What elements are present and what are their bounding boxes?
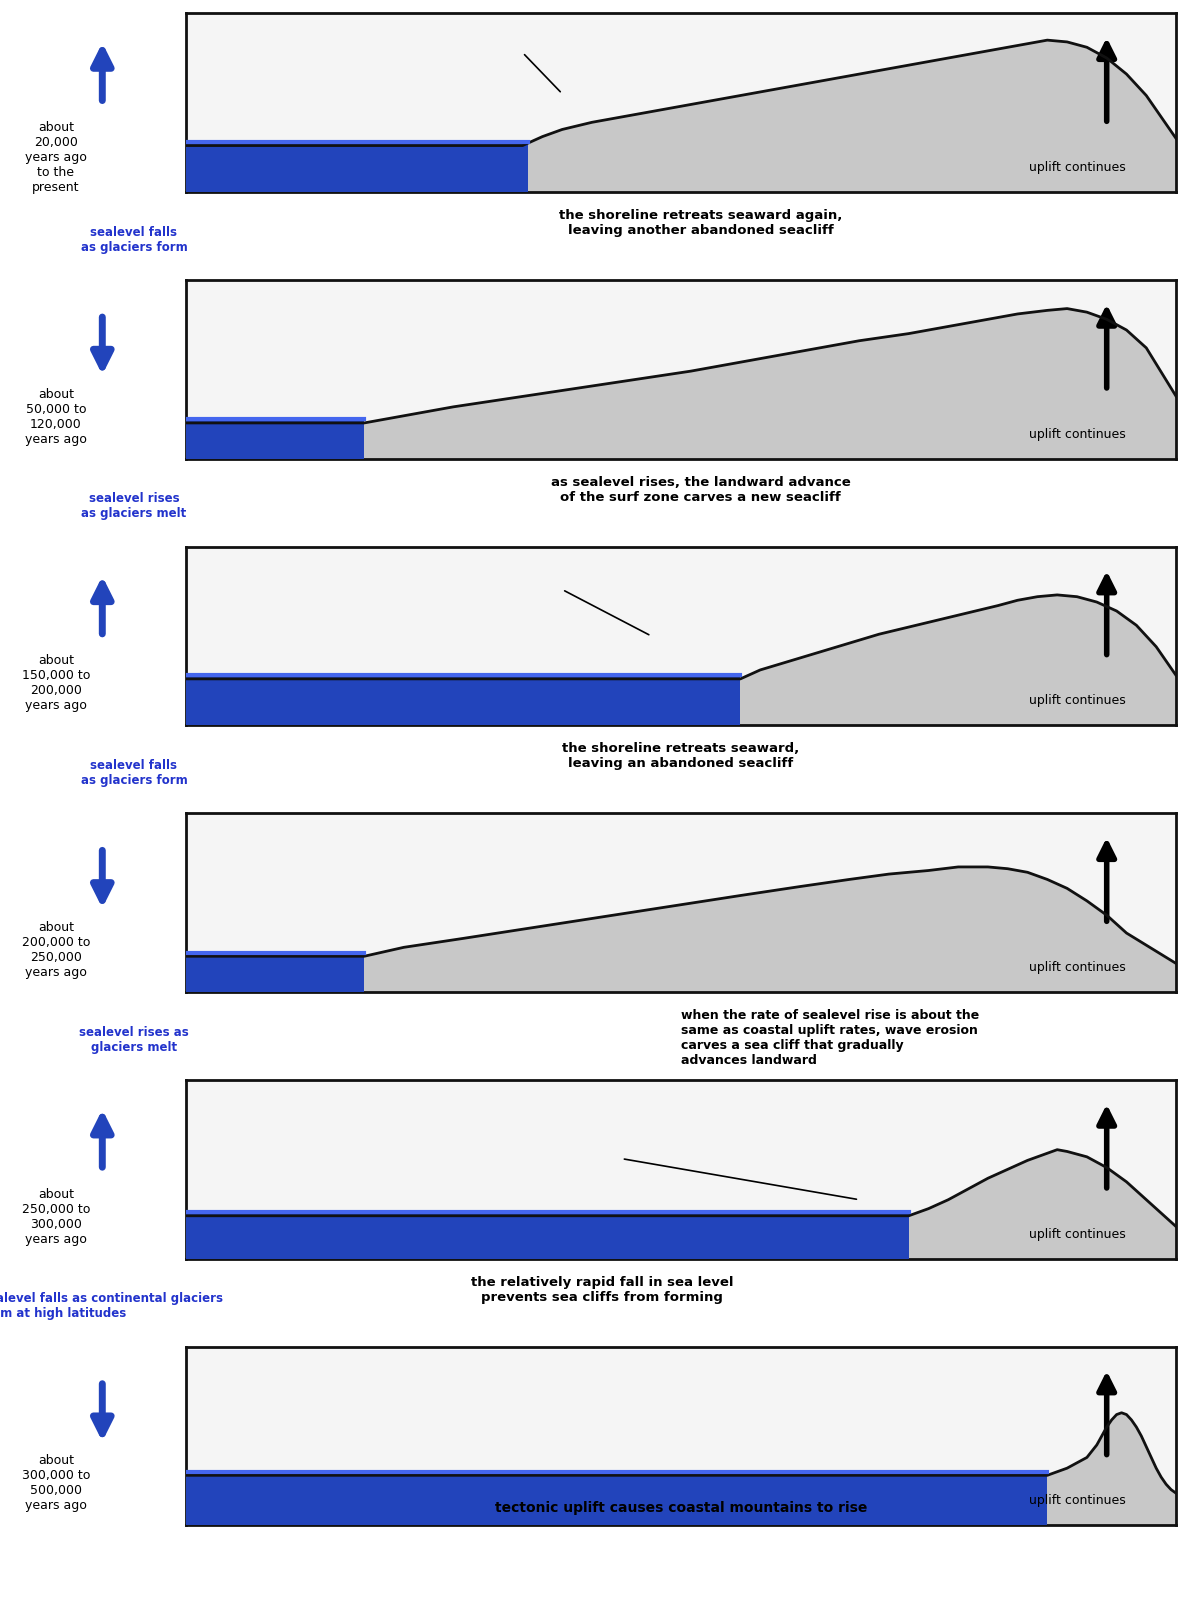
Text: tectonic uplift causes coastal mountains to rise: tectonic uplift causes coastal mountains… xyxy=(494,1501,868,1515)
Text: when the rate of sealevel rise is about the
same as coastal uplift rates, wave e: when the rate of sealevel rise is about … xyxy=(682,1010,979,1067)
Text: sealevel falls as continental glaciers
form at high latitudes: sealevel falls as continental glaciers f… xyxy=(0,1293,223,1320)
Text: about
150,000 to
200,000
years ago: about 150,000 to 200,000 years ago xyxy=(22,654,90,712)
Text: uplift continues: uplift continues xyxy=(1028,962,1126,974)
Text: about
300,000 to
500,000
years ago: about 300,000 to 500,000 years ago xyxy=(22,1454,90,1512)
Polygon shape xyxy=(186,419,365,459)
Polygon shape xyxy=(186,142,528,192)
Polygon shape xyxy=(186,1472,1048,1525)
Text: uplift continues: uplift continues xyxy=(1028,427,1126,440)
Text: sealevel falls
as glaciers form: sealevel falls as glaciers form xyxy=(80,758,187,787)
Text: about
250,000 to
300,000
years ago: about 250,000 to 300,000 years ago xyxy=(22,1187,90,1246)
Text: uplift continues: uplift continues xyxy=(1028,162,1126,174)
Polygon shape xyxy=(186,1213,908,1259)
Polygon shape xyxy=(186,40,1176,192)
Polygon shape xyxy=(186,309,1176,459)
Text: sealevel rises as
glaciers melt: sealevel rises as glaciers melt xyxy=(79,1026,188,1053)
Text: uplift continues: uplift continues xyxy=(1028,1494,1126,1507)
Text: about
200,000 to
250,000
years ago: about 200,000 to 250,000 years ago xyxy=(22,922,90,979)
Polygon shape xyxy=(186,1413,1176,1525)
Text: uplift continues: uplift continues xyxy=(1028,694,1126,707)
Text: the shoreline retreats seaward again,
leaving another abandoned seacliff: the shoreline retreats seaward again, le… xyxy=(559,210,842,237)
Polygon shape xyxy=(186,595,1176,725)
Text: sealevel rises
as glaciers melt: sealevel rises as glaciers melt xyxy=(82,493,186,520)
Text: uplift continues: uplift continues xyxy=(1028,1227,1126,1242)
Text: sealevel falls
as glaciers form: sealevel falls as glaciers form xyxy=(80,226,187,253)
Text: about
50,000 to
120,000
years ago: about 50,000 to 120,000 years ago xyxy=(25,387,86,446)
Polygon shape xyxy=(186,867,1176,992)
Polygon shape xyxy=(186,1150,1176,1259)
Text: about
20,000
years ago
to the
present: about 20,000 years ago to the present xyxy=(25,122,86,194)
Text: the relatively rapid fall in sea level
prevents sea cliffs from forming: the relatively rapid fall in sea level p… xyxy=(470,1275,733,1304)
Polygon shape xyxy=(186,675,740,725)
Polygon shape xyxy=(186,952,365,992)
Text: the shoreline retreats seaward,
leaving an abandoned seacliff: the shoreline retreats seaward, leaving … xyxy=(563,742,799,770)
Text: as sealevel rises, the landward advance
of the surf zone carves a new seacliff: as sealevel rises, the landward advance … xyxy=(551,475,851,504)
